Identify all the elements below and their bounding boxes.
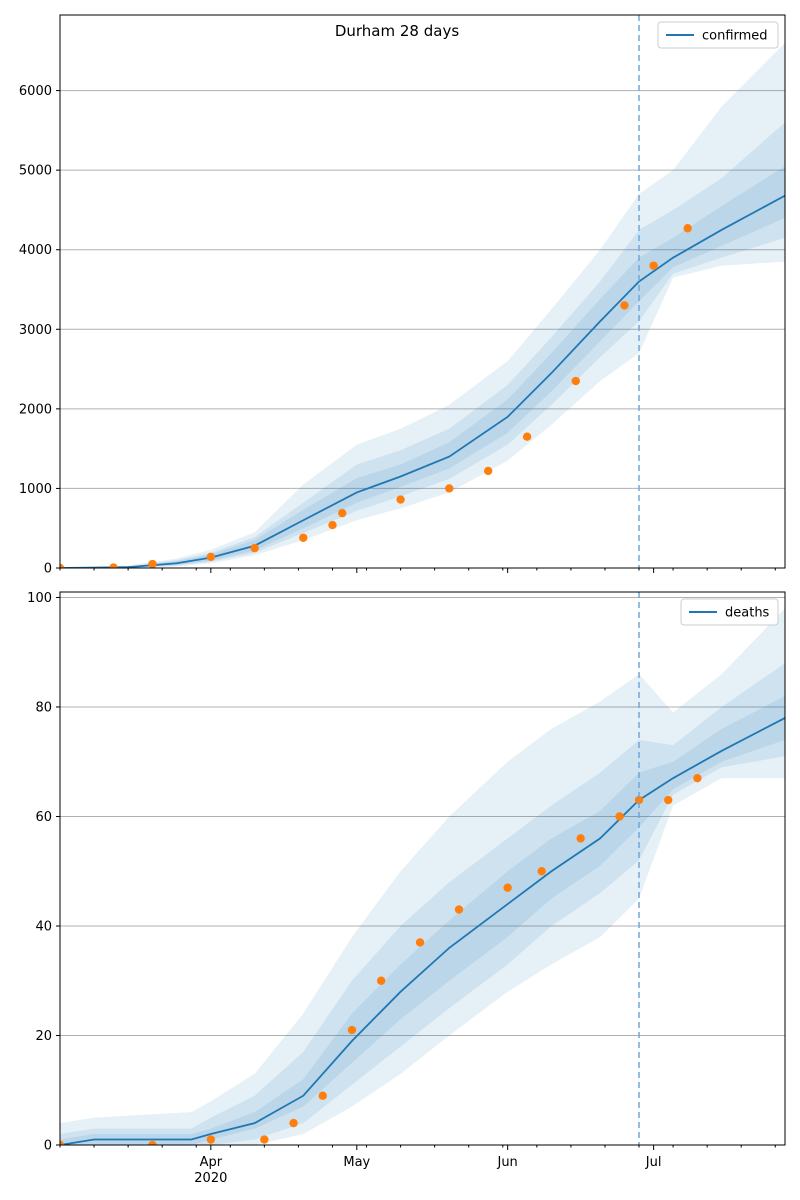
observed-point	[260, 1135, 269, 1144]
observed-point	[299, 533, 308, 542]
observed-point	[60, 563, 65, 568]
uncertainty-band-50	[60, 122, 785, 568]
axes-frame	[59, 14, 786, 569]
observed-point	[206, 552, 216, 562]
observed-point	[664, 795, 673, 805]
figure-title: Durham 28 days	[335, 22, 459, 40]
legend-label: confirmed	[702, 29, 768, 44]
uncertainty-band-90	[60, 42, 785, 568]
series-confirmed	[60, 194, 785, 568]
observed-point	[415, 938, 425, 947]
observed-point	[683, 224, 692, 233]
confirmed-plot: 0 1000 2000 3000 4000 5000 6000 confirmed	[19, 14, 786, 577]
observed-point	[109, 563, 118, 568]
uncertainty-band-50	[60, 663, 785, 1145]
observed-point	[620, 301, 629, 310]
observed-point	[328, 520, 337, 530]
observed-point	[148, 1140, 157, 1145]
x-tick-label: Jul	[645, 1155, 662, 1170]
observed-point	[318, 1091, 327, 1100]
observed-point	[634, 795, 644, 805]
y-tick-label: 0	[44, 1139, 52, 1154]
x-tick-label: May	[343, 1155, 370, 1170]
observed-point	[615, 812, 624, 821]
uncertainty-band-90	[60, 608, 785, 1145]
observed-point	[396, 495, 405, 504]
observed-point	[576, 834, 585, 843]
observed-point	[60, 1140, 65, 1145]
y-tick-label: 20	[35, 1029, 52, 1044]
x-year-label: 2020	[194, 1171, 227, 1186]
observed-point	[649, 261, 658, 270]
x-tick-label: Jun	[496, 1155, 517, 1170]
uncertainty-band-25	[60, 696, 785, 1145]
observed-point	[454, 905, 464, 914]
observed-point	[289, 1118, 298, 1128]
observed-point	[206, 1135, 216, 1144]
observed-point	[338, 508, 347, 518]
y-tick-label: 3000	[19, 323, 52, 338]
legend: confirmed	[657, 21, 779, 49]
observed-point	[503, 883, 512, 892]
y-tick-label: 5000	[19, 164, 52, 179]
observed-point	[693, 773, 702, 783]
series-deaths	[60, 717, 785, 1145]
y-tick-label: 6000	[19, 84, 52, 99]
observed-point	[522, 432, 532, 441]
legend-label: deaths	[725, 606, 770, 621]
y-tick-label: 100	[27, 591, 52, 606]
y-tick-label: 4000	[19, 243, 52, 258]
observed-point	[445, 484, 454, 493]
observed-point	[347, 1025, 357, 1035]
observed-point	[250, 543, 259, 553]
axes-frame	[59, 591, 786, 1146]
y-tick-label: 60	[35, 810, 52, 825]
y-tick-label: 0	[44, 562, 52, 577]
y-tick-label: 1000	[19, 482, 52, 497]
observed-point	[483, 466, 493, 476]
observed-point	[571, 376, 580, 386]
y-tick-label: 40	[35, 919, 52, 934]
legend: deaths	[680, 598, 779, 626]
x-tick-label: Apr	[200, 1155, 223, 1170]
observed-point	[537, 867, 546, 876]
y-tick-label: 2000	[19, 402, 52, 417]
observed-point	[148, 559, 157, 568]
observed-point	[376, 976, 386, 985]
y-tick-label: 80	[35, 700, 52, 715]
